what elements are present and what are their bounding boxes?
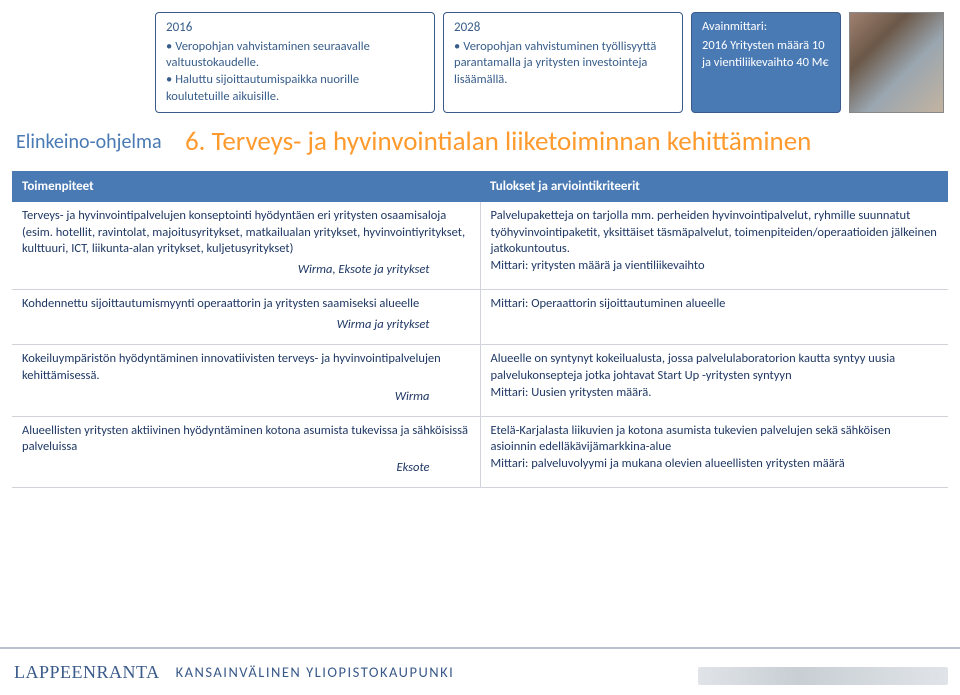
program-label: Elinkeino-ohjelma bbox=[12, 130, 167, 154]
box-year: 2028 bbox=[454, 19, 672, 37]
table-row: Terveys- ja hyvinvointipalvelujen konsep… bbox=[12, 202, 948, 290]
cell-result: Palvelupaketteja on tarjolla mm. perheid… bbox=[480, 202, 948, 290]
responsible-label: Wirma, Eksote ja yritykset bbox=[22, 262, 470, 279]
top-boxes: 2016 Veropohjan vahvistaminen seuraavall… bbox=[0, 0, 960, 121]
action-text: Kokeiluympäristön hyödyntäminen innovati… bbox=[22, 351, 441, 383]
table-row: Kohdennettu sijoittautumismyynti operaat… bbox=[12, 290, 948, 345]
main-table: Toimenpiteet Tulokset ja arviointikritee… bbox=[12, 171, 948, 489]
cell-action: Alueellisten yritysten aktiivinen hyödyn… bbox=[12, 416, 480, 488]
kpi-box: Avainmittari: 2016 Yritysten määrä 10 ja… bbox=[691, 12, 841, 113]
footer-decorative-bar bbox=[698, 667, 948, 685]
decorative-photo bbox=[849, 12, 944, 113]
box-year: 2016 bbox=[166, 19, 424, 37]
responsible-label: Wirma ja yritykset bbox=[22, 317, 470, 334]
responsible-label: Eksote bbox=[22, 460, 470, 477]
section-header-row: Elinkeino-ohjelma 6. Terveys- ja hyvinvo… bbox=[0, 121, 960, 171]
cell-action: Kohdennettu sijoittautumismyynti operaat… bbox=[12, 290, 480, 345]
section-title: 6. Terveys- ja hyvinvointialan liiketoim… bbox=[185, 127, 811, 157]
responsible-label: Wirma bbox=[22, 389, 470, 406]
th-left: Toimenpiteet bbox=[12, 171, 480, 202]
cell-action: Terveys- ja hyvinvointipalvelujen konsep… bbox=[12, 202, 480, 290]
kpi-body: 2016 Yritysten määrä 10 ja vientiliikeva… bbox=[702, 38, 830, 72]
box-2016-item: Veropohjan vahvistaminen seuraavalle val… bbox=[166, 39, 424, 73]
cell-action: Kokeiluympäristön hyödyntäminen innovati… bbox=[12, 344, 480, 416]
action-text: Alueellisten yritysten aktiivinen hyödyn… bbox=[22, 423, 468, 455]
kpi-title: Avainmittari: bbox=[702, 19, 830, 36]
box-2028-item: Veropohjan vahvistuminen työllisyyttä pa… bbox=[454, 39, 672, 90]
box-2016-item: Haluttu sijoittautumispaikka nuorille ko… bbox=[166, 72, 424, 106]
table-row: Alueellisten yritysten aktiivinen hyödyn… bbox=[12, 416, 948, 488]
footer-tagline: KANSAINVÄLINEN YLIOPISTOKAUPUNKI bbox=[176, 663, 455, 681]
action-text: Kohdennettu sijoittautumismyynti operaat… bbox=[22, 296, 419, 311]
footer: LAPPEENRANTA KANSAINVÄLINEN YLIOPISTOKAU… bbox=[0, 647, 960, 695]
cell-result: Etelä-Karjalasta liikuvien ja kotona asu… bbox=[480, 416, 948, 488]
th-right: Tulokset ja arviointikriteerit bbox=[480, 171, 948, 202]
box-2016: 2016 Veropohjan vahvistaminen seuraavall… bbox=[155, 12, 435, 113]
action-text: Terveys- ja hyvinvointipalvelujen konsep… bbox=[22, 208, 465, 257]
table-row: Kokeiluympäristön hyödyntäminen innovati… bbox=[12, 344, 948, 416]
main-table-wrap: Toimenpiteet Tulokset ja arviointikritee… bbox=[0, 171, 960, 489]
cell-result: Mittari: Operaattorin sijoittautuminen a… bbox=[480, 290, 948, 345]
cell-result: Alueelle on syntynyt kokeilualusta, joss… bbox=[480, 344, 948, 416]
footer-city: LAPPEENRANTA bbox=[14, 662, 160, 683]
box-2028: 2028 Veropohjan vahvistuminen työllisyyt… bbox=[443, 12, 683, 113]
